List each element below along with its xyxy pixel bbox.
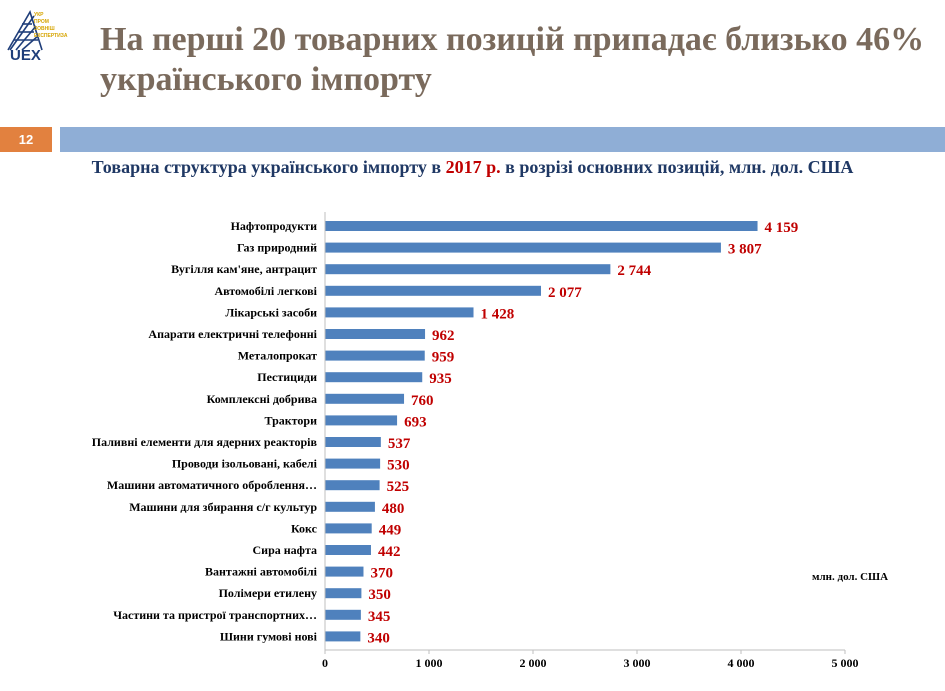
bar <box>325 501 375 512</box>
data-label: 3 807 <box>728 242 762 258</box>
data-label: 525 <box>387 479 410 495</box>
category-label: Шини гумові нові <box>220 629 318 643</box>
category-label: Вугілля кам'яне, антрацит <box>171 262 317 276</box>
bar <box>325 588 362 599</box>
category-label: Металопрокат <box>238 349 317 363</box>
x-tick-label: 1 000 <box>416 656 443 670</box>
data-label: 1 428 <box>481 306 515 322</box>
bar <box>325 631 361 642</box>
page-number-badge: 12 <box>0 127 52 152</box>
category-label: Пестициди <box>257 370 317 384</box>
category-label: Нафтопродукти <box>231 219 317 233</box>
chart-subtitle: Товарна структура українського імпорту в… <box>0 155 945 179</box>
logo-tagline-line: ПРОМ <box>34 19 49 25</box>
data-label: 345 <box>368 609 391 625</box>
category-label: Машини для збирання с/г культур <box>129 500 317 514</box>
bar <box>325 221 758 231</box>
bar <box>325 566 364 577</box>
category-label: Вантажні автомобілі <box>205 565 318 579</box>
category-label: Частини та пристрої транспортних… <box>113 608 317 622</box>
data-label: 959 <box>432 350 455 366</box>
logo-tagline-line: ЕКСПЕРТИЗА <box>34 33 68 39</box>
data-label: 350 <box>368 587 391 603</box>
x-tick-label: 4 000 <box>728 656 755 670</box>
import-structure-bar-chart: Нафтопродукти 4 159 Газ природний 3 807 Вугі… <box>92 212 888 670</box>
bar <box>325 393 405 404</box>
bar <box>325 523 372 534</box>
category-label: Автомобілі легкові <box>214 284 317 298</box>
logo-tagline-line: ЗОВНІШ <box>34 26 55 32</box>
bar <box>325 437 381 447</box>
data-label: 442 <box>378 544 401 560</box>
category-label: Комплексні добрива <box>207 392 317 406</box>
data-label: 370 <box>370 566 393 582</box>
category-label: Трактори <box>265 413 318 427</box>
data-label: 760 <box>411 393 434 409</box>
bar <box>325 307 474 318</box>
bar <box>325 372 423 383</box>
data-label: 2 744 <box>617 263 651 279</box>
bar <box>325 242 721 253</box>
bar <box>325 480 380 491</box>
data-label: 935 <box>429 371 452 387</box>
title-accent-bar <box>60 127 945 152</box>
category-label: Проводи ізольовані, кабелі <box>172 457 318 471</box>
data-label: 480 <box>382 501 405 517</box>
data-label: 962 <box>432 328 455 344</box>
logo-tagline-line: УКР <box>34 12 44 18</box>
bar <box>325 609 361 620</box>
subtitle-text: Товарна структура українського імпорту в <box>91 157 446 177</box>
bar <box>325 415 398 426</box>
uex-logo: UEX УКР ПРОМ ЗОВНІШ ЕКСПЕРТИЗА <box>7 10 68 62</box>
category-label: Лікарські засоби <box>225 305 317 319</box>
x-tick-label: 2 000 <box>520 656 547 670</box>
data-label: 537 <box>388 436 411 452</box>
subtitle-text-end: в розрізі основних позицій, млн. дол. СШ… <box>500 157 854 177</box>
bar <box>325 264 611 275</box>
logo-wordmark: UEX <box>10 47 41 62</box>
bar <box>325 458 381 469</box>
bar <box>325 350 425 361</box>
x-tick-label: 0 <box>322 656 328 670</box>
category-label: Паливні елементи для ядерних реакторів <box>92 435 318 449</box>
category-label: Полімери етилену <box>219 586 317 600</box>
bar <box>325 285 542 296</box>
data-label: 340 <box>367 630 390 646</box>
category-label: Апарати електричні телефонні <box>148 327 317 341</box>
data-label: 449 <box>379 522 402 538</box>
x-tick-label: 5 000 <box>832 656 859 670</box>
data-label: 4 159 <box>765 220 799 236</box>
slide-title: На перші 20 товарних позицій припадає бл… <box>100 21 925 98</box>
unit-note: млн. дол. США <box>812 571 888 583</box>
subtitle-year: 2017 р. <box>445 157 501 177</box>
category-label: Кокс <box>291 521 318 535</box>
category-label: Машини автоматичного оброблення… <box>107 478 317 492</box>
x-tick-label: 3 000 <box>624 656 651 670</box>
data-label: 530 <box>387 458 410 474</box>
data-label: 693 <box>404 414 427 430</box>
bar <box>325 329 426 339</box>
data-label: 2 077 <box>548 285 582 301</box>
category-label: Сира нафта <box>252 543 317 557</box>
bar <box>325 545 371 555</box>
category-label: Газ природний <box>237 241 317 255</box>
